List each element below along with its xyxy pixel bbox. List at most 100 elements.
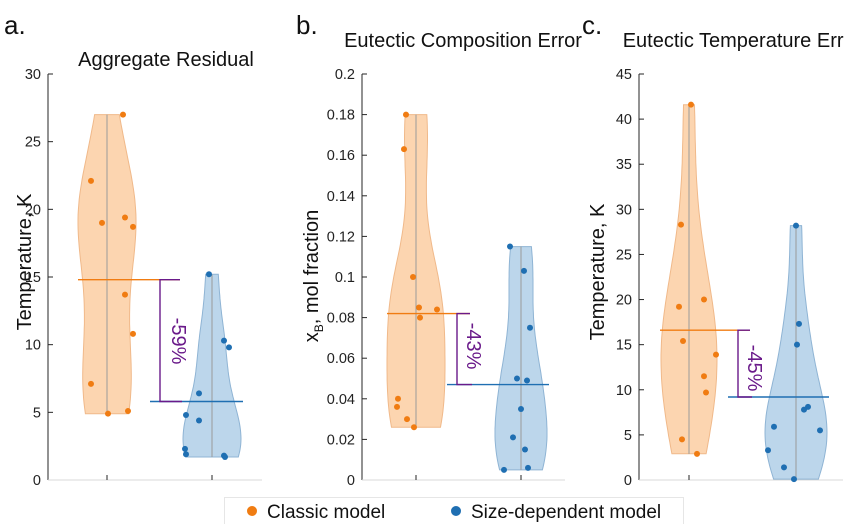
data-point-size-dependent [221,337,227,344]
plot-area-b: 0 0.02 0.04 0.06 0.08 0.1 0.12 0.14 0.16 0.18 0.2 -… [327,67,565,489]
y-tick-label: 0.18 [327,108,355,124]
y-tick-label: 0 [624,473,632,489]
plot-area-c: 0 5 10 15 20 25 30 35 40 45 -45% [616,67,843,489]
legend-marker-classic [247,505,257,516]
data-point-classic [713,351,719,358]
data-point-size-dependent [796,320,802,327]
data-point-classic [701,373,707,380]
y-tick-label: 15 [616,338,632,354]
data-point-size-dependent [765,447,771,454]
y-tick-label: 0.06 [327,351,355,367]
panel-label-c: c. [582,10,602,40]
data-point-classic [88,177,94,184]
legend-item-size: Size-dependent model [451,502,661,524]
data-point-size-dependent [791,476,797,483]
y-tick-label: 35 [616,157,632,173]
y-tick-label: 25 [25,135,41,151]
y-tick-label: 5 [624,428,632,444]
difference-bracket [159,279,182,403]
y-tick-label: 0.12 [327,229,355,245]
data-point-classic [411,424,417,431]
data-point-classic [404,416,410,423]
data-point-classic [417,314,423,321]
y-tick-label: 20 [25,202,41,218]
data-point-size-dependent [817,427,823,434]
y-tick-label: 0.1 [335,270,355,286]
panel-label-a: a. [4,10,26,40]
data-point-classic [122,291,128,298]
data-point-classic [679,436,685,443]
data-point-size-dependent [206,271,212,278]
data-point-classic [120,111,126,118]
data-point-size-dependent [793,222,799,229]
data-point-classic [130,330,136,337]
data-point-classic [680,338,686,345]
data-point-size-dependent [527,324,533,331]
y-tick-label: 5 [33,405,41,421]
y-tick-label: 0.04 [327,392,355,408]
percent-change-label: -59% [167,318,189,365]
y-tick-label: 0.08 [327,311,355,327]
legend-label-size: Size-dependent model [471,502,662,523]
data-point-classic [676,303,682,310]
data-point-classic [105,410,111,417]
y-tick-label: 10 [616,383,632,399]
data-point-size-dependent [521,267,527,274]
data-point-classic [410,274,416,280]
data-point-size-dependent [525,464,531,471]
data-point-size-dependent [196,417,202,424]
data-point-classic [394,403,400,410]
y-tick-label: 0 [33,473,41,489]
y-axis-label-b: xB, mol fraction [301,210,326,343]
y-tick-label: 25 [616,247,632,263]
legend-marker-size [451,505,461,516]
data-point-size-dependent [510,434,516,441]
data-point-classic [395,395,401,402]
data-point-size-dependent [183,412,189,419]
y-axis-label-a: Temperature, K [14,193,36,330]
y-tick-label: 0.16 [327,148,355,164]
data-point-classic [125,407,131,414]
data-point-classic [403,111,409,118]
y-tick-label: 30 [616,202,632,218]
panel-a: a. Aggregate Residual Temperature, K 0 5 1… [4,10,262,489]
data-point-size-dependent [522,446,528,453]
chart-title-c: Eutectic Temperature Error [623,30,844,52]
y-tick-label: 0.14 [327,189,355,205]
data-point-size-dependent [182,445,188,452]
y-tick-label: 10 [25,338,41,354]
y-tick-label: 40 [616,112,632,128]
panel-label-b: b. [296,10,318,40]
chart-title-a: Aggregate Residual [78,49,254,71]
difference-bracket [456,312,472,386]
difference-bracket [737,329,752,398]
data-point-classic [401,146,407,153]
legend: Classic model Size-dependent model [224,497,684,524]
data-point-classic [434,306,440,313]
data-point-classic [122,214,128,221]
data-point-size-dependent [196,390,202,397]
y-tick-label: 20 [616,293,632,309]
data-point-size-dependent [794,341,800,348]
figure: a. Aggregate Residual Temperature, K 0 5 1… [4,10,844,489]
y-axis-label-c: Temperature, K [587,203,609,340]
data-point-size-dependent [518,405,524,412]
data-point-size-dependent [501,466,507,473]
y-tick-label: 45 [616,67,632,83]
y-tick-label: 15 [25,270,41,286]
data-point-classic [703,389,709,396]
panel-b: b. Eutectic Composition Error xB, mol fr… [296,10,582,489]
legend-item-classic: Classic model [247,502,385,524]
chart-title-b: Eutectic Composition Error [344,30,582,52]
data-point-classic [130,223,136,230]
y-tick-label: 0 [347,473,355,489]
plot-area-a: 0 5 10 15 20 25 30 -59% [25,67,262,489]
data-point-size-dependent [771,423,777,430]
data-point-classic [701,296,707,303]
data-point-size-dependent [524,377,530,384]
data-point-size-dependent [801,406,807,413]
legend-label-classic: Classic model [267,502,386,523]
data-point-size-dependent [226,344,232,351]
data-point-classic [678,221,684,228]
data-point-size-dependent [507,243,513,250]
